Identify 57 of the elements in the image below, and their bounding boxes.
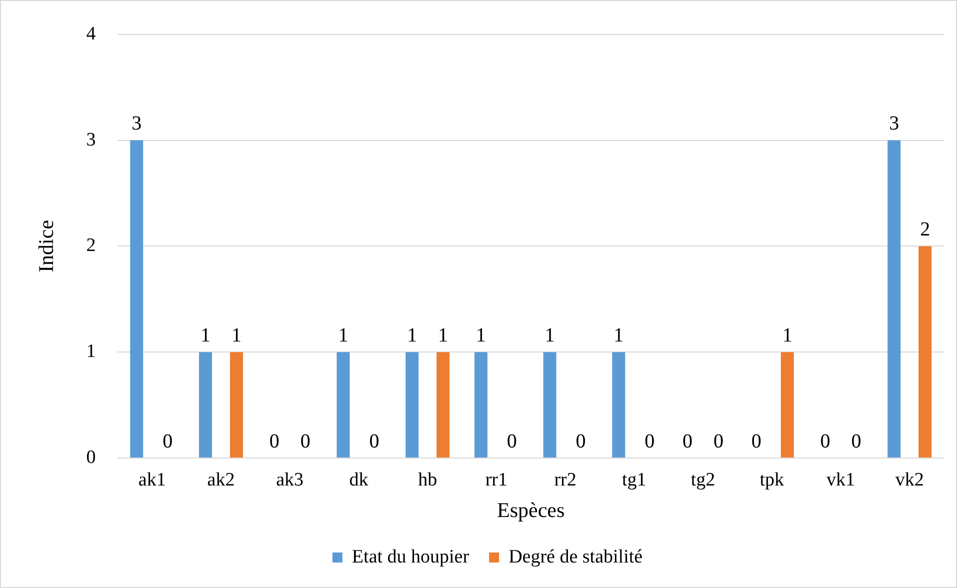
x-tick-label: vk2 (895, 469, 924, 490)
bar (474, 352, 488, 458)
data-label: 0 (506, 430, 517, 452)
legend-label: Degré de stabilité (508, 546, 643, 568)
data-label: 1 (438, 324, 448, 346)
y-tick-label: 1 (86, 341, 96, 362)
data-label: 0 (269, 430, 280, 452)
data-label: 0 (369, 430, 380, 452)
x-tick-label: tpk (760, 469, 784, 490)
bar (198, 352, 212, 458)
x-tick-label: tg2 (690, 469, 716, 490)
data-label: 0 (851, 430, 862, 452)
data-label: 0 (820, 430, 830, 452)
x-axis-title: Espèces (497, 498, 565, 522)
bar (406, 352, 419, 458)
x-tick-label: vk1 (826, 469, 855, 490)
y-tick-label: 4 (86, 23, 96, 44)
data-label: 0 (644, 430, 655, 452)
data-label: 0 (576, 430, 586, 452)
bar (336, 352, 350, 458)
data-label: 1 (476, 324, 486, 346)
data-label: 2 (920, 218, 930, 240)
data-label: 1 (200, 324, 210, 346)
data-label: 1 (544, 324, 555, 346)
bar (130, 140, 144, 458)
bar (888, 140, 901, 458)
bar (780, 352, 794, 458)
x-tick-label: ak3 (276, 469, 304, 490)
x-tick-label: ak2 (207, 469, 235, 490)
data-label: 1 (782, 324, 792, 346)
y-tick-label: 2 (86, 235, 96, 256)
x-tick-label: rr2 (554, 469, 576, 490)
x-tick-label: dk (349, 469, 369, 490)
data-label: 0 (682, 430, 693, 452)
data-label: 1 (338, 324, 348, 346)
bar (436, 352, 450, 458)
data-label: 3 (889, 112, 900, 135)
x-tick-label: hb (418, 469, 438, 490)
x-tick-label: tg1 (622, 469, 646, 490)
legend-label: Etat du houpier (352, 546, 470, 568)
data-label: 0 (751, 430, 762, 452)
y-axis-title: Indice (34, 220, 58, 272)
bar (612, 352, 626, 458)
bar (230, 352, 243, 458)
data-label: 3 (132, 112, 142, 135)
y-tick-label: 0 (86, 446, 96, 468)
data-label: 1 (407, 324, 418, 346)
bar (918, 246, 932, 458)
data-label: 1 (231, 324, 242, 346)
y-tick-label: 3 (86, 129, 96, 150)
data-label: 1 (614, 324, 624, 346)
data-label: 0 (713, 430, 724, 452)
x-tick-label: ak1 (138, 469, 166, 490)
bar (543, 352, 556, 458)
data-label: 0 (162, 430, 173, 452)
data-label: 0 (300, 430, 310, 452)
x-tick-label: rr1 (485, 469, 508, 490)
